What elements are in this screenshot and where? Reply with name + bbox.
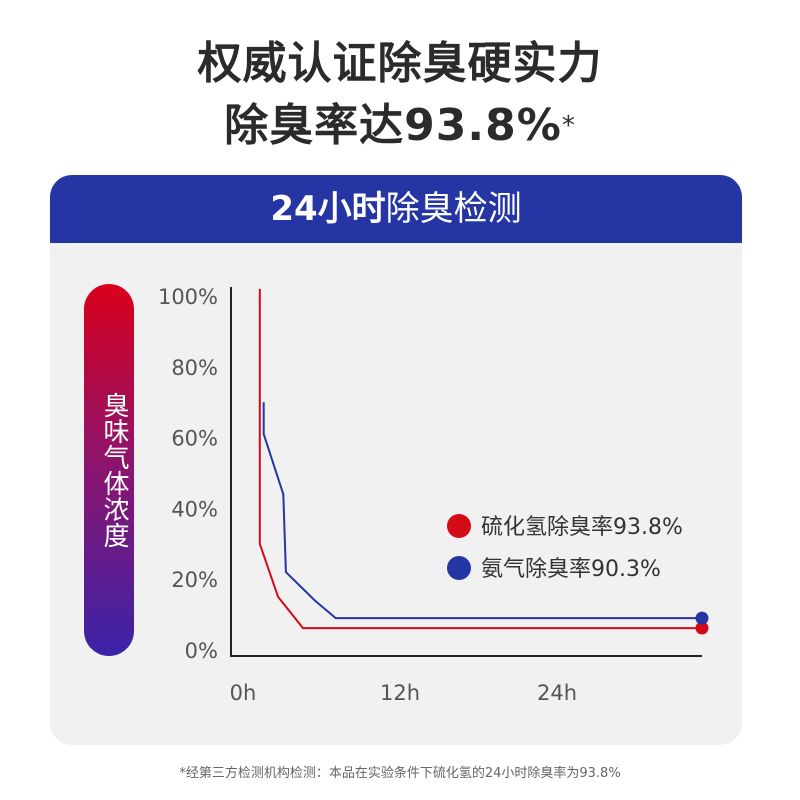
y-axis-label: 臭味气体浓度 xyxy=(99,392,129,548)
x-tick-label: 0h xyxy=(230,681,257,705)
footnote-mark: * xyxy=(561,111,576,141)
headline-line2-main: 除臭率达93.8% xyxy=(224,100,562,151)
series-end-marker-2 xyxy=(695,611,709,625)
headline-line2: 除臭率达93.8%* xyxy=(0,98,800,154)
series-end-marker-1 xyxy=(695,621,709,635)
footnote: *经第三方检测机构检测：本品在实验条件下硫化氢的24小时除臭率为93.8% xyxy=(179,766,621,781)
y-tick-label: 20% xyxy=(171,568,218,592)
series-line-2 xyxy=(262,402,702,620)
y-axis-label-pill: 臭味气体浓度 xyxy=(84,284,134,656)
y-tick-label: 0% xyxy=(185,639,218,663)
legend-label-1: 硫化氢除臭率93.8% xyxy=(481,515,683,540)
card-title-rest: 除臭检测 xyxy=(385,189,522,229)
test-card: 24小时除臭检测 xyxy=(50,175,742,745)
y-tick-label: 60% xyxy=(171,427,218,451)
legend-label-2: 氨气除臭率90.3% xyxy=(481,557,661,582)
legend-dot-2 xyxy=(447,556,471,580)
legend-dot-1 xyxy=(447,514,471,538)
y-tick-label: 100% xyxy=(158,285,218,309)
y-tick-label: 40% xyxy=(171,497,218,521)
y-tick-label: 80% xyxy=(171,356,218,380)
card-title-bold: 24小时 xyxy=(270,189,386,229)
card-header: 24小时除臭检测 xyxy=(50,175,742,243)
headline-line1: 权威认证除臭硬实力 xyxy=(197,38,603,89)
x-tick-label: 12h xyxy=(380,681,420,705)
x-tick-label: 24h xyxy=(537,681,577,705)
series-line-1 xyxy=(258,288,702,630)
